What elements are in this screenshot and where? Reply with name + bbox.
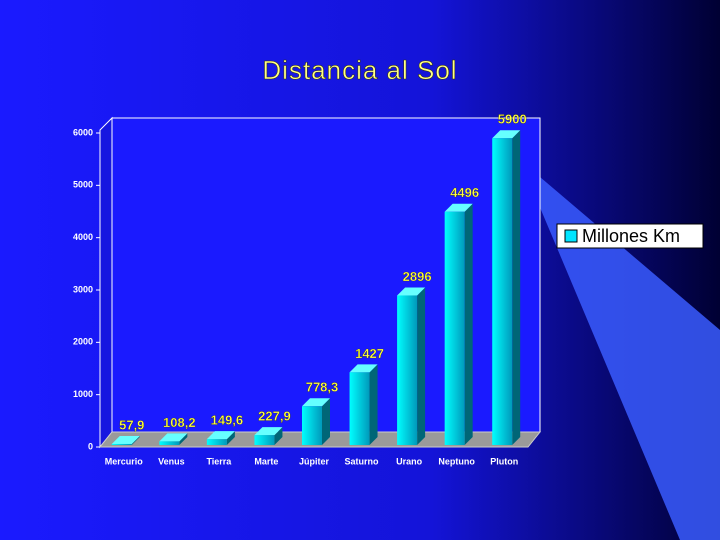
side-wall: [99, 116, 113, 449]
x-tick-label: Júpiter: [299, 456, 330, 466]
bar-side: [369, 364, 378, 445]
bar: [159, 441, 180, 445]
x-tick-label: Neptuno: [438, 456, 475, 466]
data-label: 227,9: [258, 409, 291, 424]
bar-top: [444, 203, 473, 212]
bar: [397, 295, 418, 445]
x-tick-label: Urano: [396, 456, 423, 466]
bar-side: [464, 203, 473, 445]
bar-top: [159, 433, 188, 442]
y-tick-label: 6000: [73, 127, 93, 137]
legend-swatch: [564, 229, 578, 243]
chart-title: Distancia al Sol: [262, 55, 457, 85]
x-tick-label: Venus: [158, 456, 185, 466]
y-tick-label: 4000: [73, 232, 93, 242]
bar: [492, 138, 513, 445]
bar-top: [111, 435, 140, 444]
bar: [111, 443, 132, 445]
x-tick-label: Tierra: [206, 456, 232, 466]
bar-top: [349, 364, 378, 373]
bar: [349, 372, 370, 445]
bar-top: [254, 427, 283, 436]
data-label: 778,3: [306, 380, 339, 395]
y-tick-label: 3000: [73, 284, 93, 294]
bar-top: [397, 287, 426, 296]
x-tick-label: Marte: [254, 456, 278, 466]
bar-side: [274, 427, 283, 445]
background-shape: [520, 160, 720, 540]
data-label: 108,2: [163, 415, 196, 430]
y-tick-label: 0: [88, 441, 93, 451]
legend: [556, 223, 704, 249]
data-label: 2896: [403, 269, 432, 284]
bar-side: [131, 435, 140, 445]
legend-label: Millones Km: [582, 226, 680, 246]
bar: [254, 435, 275, 445]
data-label: 57,9: [119, 417, 144, 432]
bar-side: [322, 398, 330, 445]
bar-top: [302, 398, 330, 407]
bar-side: [179, 433, 188, 445]
y-tick-label: 1000: [73, 389, 93, 399]
y-tick-label: 5000: [73, 180, 93, 190]
bar-top: [492, 130, 521, 139]
bar: [206, 439, 227, 445]
x-tick-label: Pluton: [490, 456, 518, 466]
bar-top: [206, 431, 235, 440]
bar-side: [512, 130, 521, 445]
bar: [444, 211, 465, 445]
y-tick-label: 2000: [73, 337, 93, 347]
data-label: 1427: [355, 346, 384, 361]
data-label: 4496: [450, 185, 479, 200]
bar-side: [417, 287, 426, 445]
bar: [302, 406, 322, 445]
data-label: 149,6: [211, 413, 244, 428]
data-label: 5900: [498, 112, 527, 127]
bar-side: [226, 431, 235, 445]
x-tick-label: Mercurio: [105, 456, 144, 466]
x-tick-label: Saturno: [345, 456, 380, 466]
